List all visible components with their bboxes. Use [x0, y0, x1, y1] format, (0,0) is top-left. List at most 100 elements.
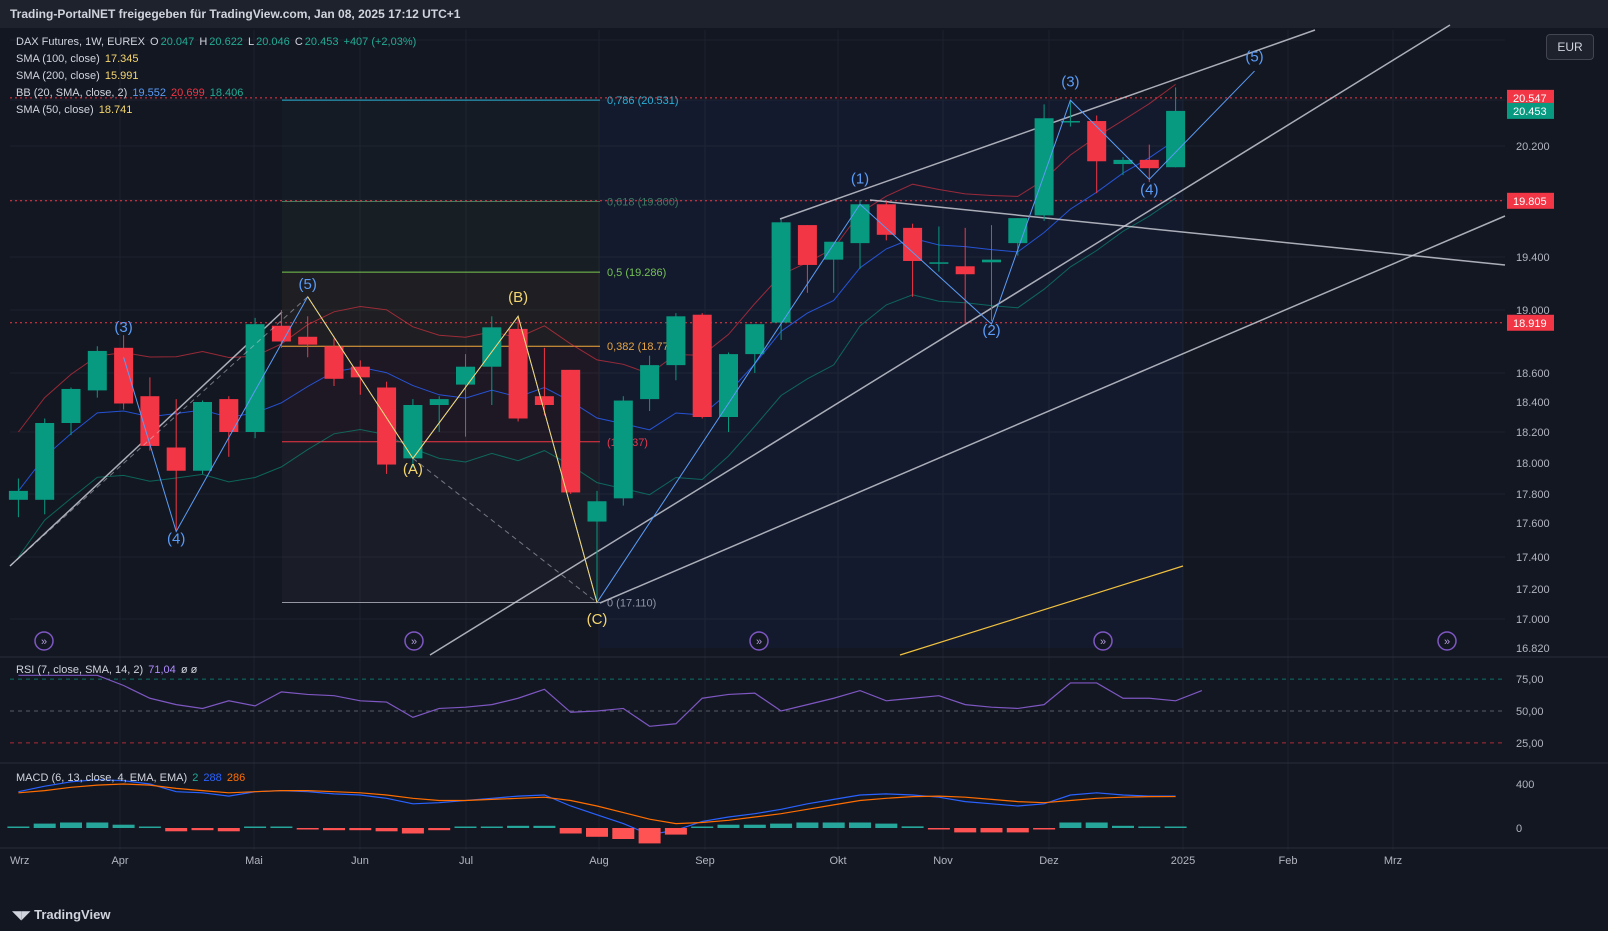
- macd-histogram-bar: [559, 828, 582, 834]
- macd-histogram-bar: [323, 828, 345, 831]
- event-icon-glyph: »: [41, 636, 47, 648]
- macd-histogram-bar: [191, 828, 214, 831]
- rsi-axis-label: 50,00: [1516, 706, 1544, 718]
- candle-body: [377, 387, 397, 465]
- legend-h-value: 20.622: [209, 36, 243, 48]
- legend-sma50-value: 18.741: [98, 104, 133, 116]
- tradingview-logo[interactable]: ◥◤ TradingView: [12, 907, 110, 922]
- trend-line: [429, 24, 1451, 656]
- wave-label: (1): [851, 170, 869, 187]
- fib-level-label: 0,5 (19.286): [607, 267, 666, 279]
- dashed-projection-line: [412, 457, 598, 603]
- candle-body: [903, 227, 923, 261]
- legend-c-value: 20.453: [304, 36, 339, 48]
- macd-histogram-bar: [1059, 822, 1082, 828]
- candle-body: [271, 325, 291, 342]
- macd-histogram-bar: [217, 828, 240, 832]
- macd-histogram-bar: [7, 826, 30, 828]
- macd-histogram-bar: [822, 822, 845, 828]
- macd-histogram-bar: [586, 828, 608, 837]
- price-label-box: [1507, 102, 1554, 119]
- legend-bb-lower: 18.406: [209, 87, 244, 99]
- macd-histogram-bar: [717, 824, 740, 828]
- price-label-box: [1507, 314, 1554, 331]
- macd-histogram-bar: [638, 828, 661, 844]
- macd-histogram-bar: [1164, 826, 1187, 828]
- trend-line: [869, 199, 1506, 266]
- x-axis-tick-label: Mrz: [1384, 855, 1402, 867]
- macd-histogram-bar: [1138, 826, 1161, 828]
- event-icon-glyph: »: [1100, 636, 1106, 648]
- macd-histogram-bar: [60, 822, 82, 828]
- y-axis-tick-label: 18.000: [1516, 458, 1550, 470]
- macd-histogram-bar: [1033, 828, 1056, 830]
- legend-bb-upper: 20.699: [171, 87, 205, 99]
- legend-o-value: 20.047: [160, 36, 195, 48]
- x-axis-tick-label: 2025: [1171, 855, 1195, 867]
- macd-histogram-bar: [770, 823, 793, 828]
- legend-o-key: O: [150, 36, 159, 48]
- fib-zone: [282, 272, 600, 347]
- macd-histogram-bar: [612, 828, 635, 839]
- price-label-text: 19.805: [1513, 196, 1547, 208]
- rsi-legend[interactable]: RSI (7, close, SMA, 14, 2) 71,04 ø ø: [16, 664, 199, 676]
- legend-sma200-row[interactable]: SMA (200, close) 15.991: [16, 70, 140, 82]
- legend-sma50-label: SMA (50, close): [16, 104, 94, 116]
- legend-sma100-row[interactable]: SMA (100, close) 17.345: [16, 53, 140, 65]
- legend-symbol: DAX Futures, 1W, EUREX: [16, 36, 145, 48]
- tv-logo-text: TradingView: [34, 907, 111, 922]
- macd-histogram-bar: [927, 828, 950, 830]
- event-icon: [1437, 631, 1457, 651]
- wave-label: (5): [299, 276, 317, 293]
- macd-value: 288: [203, 772, 222, 784]
- candle-body: [587, 501, 607, 522]
- fib-level-label: 0,382 (18.77: [607, 341, 669, 353]
- candle-body: [245, 324, 265, 432]
- bb-upper-line: [18, 83, 1176, 433]
- wave-label: (3): [114, 319, 132, 336]
- legend-h-key: H: [199, 36, 208, 48]
- macd-legend[interactable]: MACD (6, 13, close, 4, EMA, EMA) 2 288 2…: [16, 772, 247, 784]
- macd-histogram-bar: [401, 828, 424, 834]
- candle-body: [456, 366, 475, 385]
- candle-body: [719, 354, 738, 417]
- rsi-label: RSI (7, close, SMA, 14, 2): [16, 664, 144, 676]
- event-icon-glyph: »: [411, 636, 417, 648]
- currency-button[interactable]: EUR: [1546, 34, 1594, 60]
- macd-histogram-bar: [664, 828, 687, 835]
- candle-body: [1113, 159, 1133, 165]
- candle-body: [1034, 118, 1054, 216]
- candle-body: [350, 366, 370, 378]
- y-axis-tick-label: 16.820: [1516, 643, 1550, 655]
- price-label-text: 20.453: [1513, 106, 1547, 118]
- candle-body: [824, 241, 844, 260]
- candle-body: [666, 316, 686, 366]
- candle-body: [876, 204, 896, 235]
- macd-histogram-bar: [86, 822, 109, 828]
- fib-zone: [282, 201, 600, 273]
- price-label-text: 20.547: [1513, 93, 1547, 105]
- y-axis-tick-label: 17.200: [1516, 584, 1550, 596]
- wave-label: (4): [167, 530, 185, 547]
- legend-c-key: C: [294, 36, 303, 48]
- macd-histogram-bar: [1006, 828, 1029, 833]
- footer-bar: [0, 899, 1608, 931]
- y-axis-tick-label: 17.000: [1516, 614, 1550, 626]
- macd-histogram-bar: [796, 822, 819, 828]
- candle-body: [87, 350, 107, 391]
- macd-histogram-bar: [244, 826, 267, 828]
- y-axis-tick-label: 18.600: [1516, 368, 1550, 380]
- legend-sma50-row[interactable]: SMA (50, close) 18.741: [16, 104, 134, 116]
- y-axis-tick-label: 17.400: [1516, 552, 1550, 564]
- macd-histogram-bar: [270, 826, 293, 828]
- candle-body: [324, 346, 344, 379]
- macd-histogram-bar: [33, 823, 56, 828]
- trend-line: [599, 215, 1506, 604]
- candle-body: [955, 266, 975, 275]
- x-axis-tick-label: Jul: [459, 855, 473, 867]
- candle-body: [482, 327, 502, 367]
- candle-body: [771, 222, 791, 323]
- legend-bb-row[interactable]: BB (20, SMA, close, 2) 19.552 20.699 18.…: [16, 87, 245, 99]
- macd-hist-value: 2: [192, 772, 199, 784]
